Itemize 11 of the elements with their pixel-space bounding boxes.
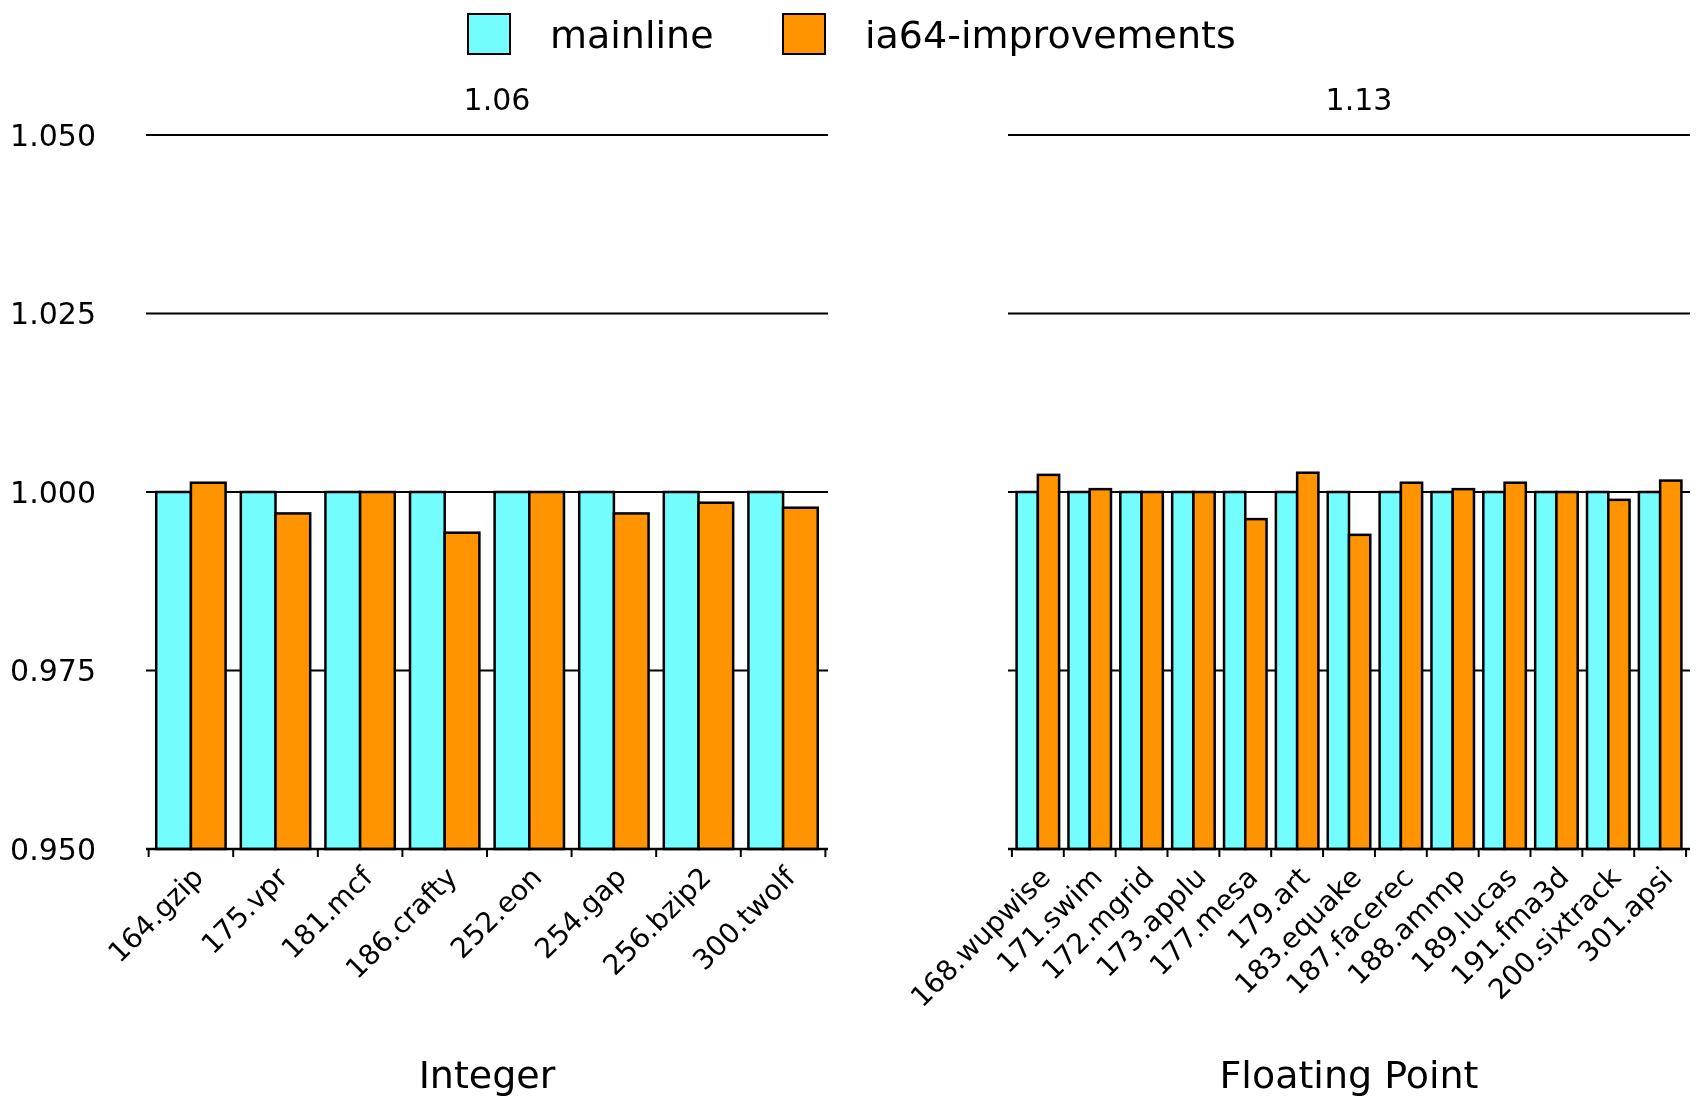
y-tick-label: 0.975 — [10, 653, 96, 688]
y-tick-label: 0.950 — [10, 831, 96, 867]
y-tick-label: 1.050 — [10, 117, 96, 153]
x-axis-title: Integer — [418, 1053, 556, 1097]
x-axis-title: Floating Point — [1219, 1053, 1479, 1097]
text: 1.06 — [463, 82, 531, 117]
text: 1.13 — [1325, 82, 1393, 117]
legend-label: ia64-improvements — [865, 13, 1236, 57]
y-tick-label: 1.025 — [10, 296, 96, 331]
legend-label: mainline — [550, 13, 714, 57]
y-tick-label: 1.000 — [10, 474, 96, 510]
